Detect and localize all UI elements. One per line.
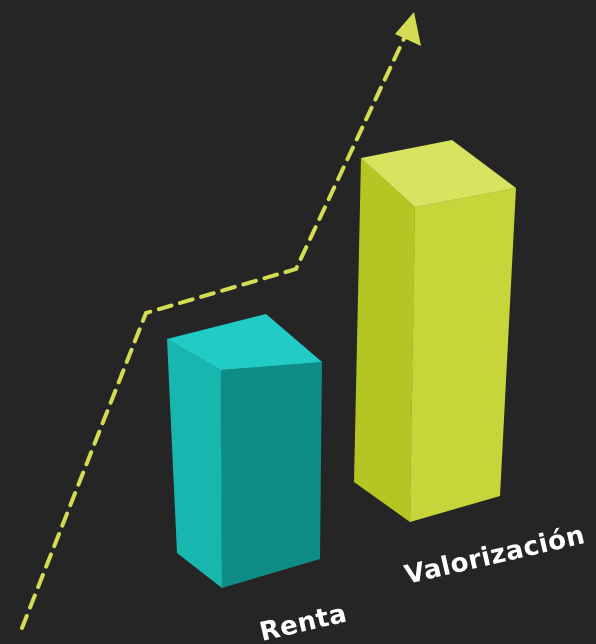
bar-valorizacion-side [410, 188, 516, 522]
bar-valorizacion-top [361, 140, 516, 207]
bar-valorizacion-front [354, 158, 415, 522]
trend-arrowhead [395, 12, 421, 46]
bar-valorizacion [354, 140, 516, 522]
bar-renta-front [167, 339, 222, 588]
bar-renta-side [221, 362, 322, 588]
category-label-renta: Renta [257, 599, 350, 644]
category-label-valorizacion: Valorización [402, 520, 588, 591]
trend-line [20, 28, 410, 630]
bar-renta-top [167, 314, 322, 370]
trend-arrow [20, 12, 421, 630]
bar-renta [167, 314, 322, 588]
